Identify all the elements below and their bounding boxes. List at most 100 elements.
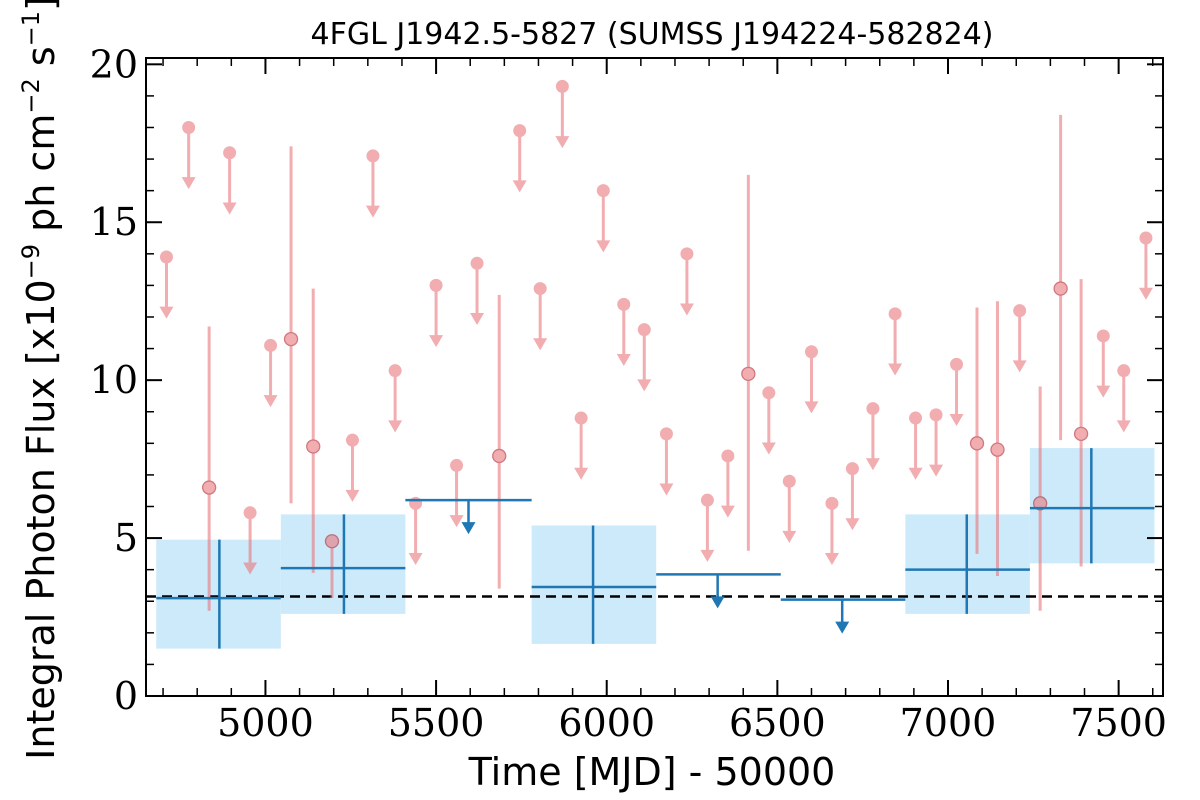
fine-ul-point [574, 411, 588, 425]
fine-ul-point [429, 278, 443, 292]
fine-ul-point [513, 124, 527, 138]
fine-ul-point [366, 149, 380, 163]
fine-upper-limit [637, 323, 652, 392]
fine-upper-limit [574, 411, 589, 480]
fine-detection [969, 307, 985, 554]
fine-upper-limit [761, 386, 776, 455]
tick-labels: 5000 5500 6000 6500 7000 7500 0 5 10 15 20 [90, 42, 1167, 745]
coarse-ul-arrow [710, 596, 725, 609]
fine-point [201, 480, 217, 495]
coarse-bin-points [156, 448, 1155, 649]
fine-ul-arrow [555, 136, 570, 149]
fine-upper-limit [470, 256, 485, 325]
fine-upper-limit [782, 474, 797, 543]
fine-ul-arrow [263, 395, 278, 408]
fine-upper-limit [429, 278, 444, 348]
fine-detection [492, 294, 507, 589]
fine-ul-point [950, 357, 964, 371]
fine-ul-point [804, 345, 818, 359]
y-label-exp2: −2 [17, 78, 45, 113]
fine-ul-point [223, 146, 237, 160]
fine-ul-point [845, 462, 859, 476]
fine-bin-points [159, 79, 1153, 611]
fine-ul-point [700, 493, 714, 507]
coarse-bands [156, 448, 1155, 649]
fine-upper-limit [1138, 231, 1153, 300]
x-axis-label: Time [MJD] - 50000 [468, 750, 836, 794]
fine-ul-arrow [1012, 360, 1027, 373]
y-label-exp3: −1 [17, 11, 45, 46]
fine-upper-limit [181, 120, 196, 190]
fine-ul-arrow [761, 442, 776, 455]
fine-upper-limit [804, 345, 819, 414]
fine-ul-arrow [533, 338, 548, 351]
fine-upper-limit [720, 449, 735, 518]
fine-upper-limit [888, 307, 903, 376]
fine-ul-arrow [388, 420, 403, 433]
fine-ul-arrow [470, 312, 485, 325]
fine-ul-point [555, 79, 569, 93]
y-tick-label: 15 [90, 200, 138, 244]
y-label-exp1: −9 [17, 244, 45, 279]
fine-ul-arrow [865, 458, 880, 471]
fine-ul-point [762, 386, 776, 400]
chart-title: 4FGL J1942.5-5827 (SUMSS J194224-582824) [311, 17, 994, 52]
fine-ul-arrow [429, 335, 444, 348]
fine-detection [1053, 114, 1068, 441]
fine-upper-limit [408, 496, 423, 566]
fine-upper-limit [159, 250, 174, 319]
plot-frame [145, 57, 1164, 697]
fine-detection [1032, 386, 1048, 611]
x-tick-label: 5500 [388, 701, 485, 745]
fine-point [324, 534, 340, 549]
fine-ul-point [929, 408, 943, 422]
fine-ul-point [345, 433, 359, 447]
fine-ul-arrow [720, 505, 735, 518]
fine-ul-arrow [222, 202, 237, 215]
fine-upper-limit [845, 462, 860, 531]
y-tick-label: 20 [90, 42, 138, 86]
fine-upper-limit [449, 458, 464, 528]
coarse-ul-arrow [461, 522, 476, 535]
fine-upper-limit [512, 124, 527, 193]
y-label-mid2: s [19, 46, 63, 78]
fine-ul-point [450, 458, 464, 472]
fine-upper-limit [865, 402, 880, 471]
y-tick-label: 10 [90, 358, 138, 402]
fine-ul-arrow [637, 379, 652, 392]
fine-point [1073, 426, 1089, 442]
fine-upper-limit [345, 433, 360, 502]
fine-ul-arrow [181, 177, 196, 190]
fine-ul-arrow [616, 354, 631, 367]
axis-ticks [146, 58, 1163, 697]
fine-upper-limit [243, 506, 258, 575]
fine-ul-point [888, 307, 902, 321]
fine-ul-arrow [700, 549, 715, 562]
fine-detection [283, 146, 299, 504]
fine-ul-arrow [1096, 385, 1111, 398]
fine-ul-arrow [449, 515, 464, 528]
fine-upper-limit [365, 149, 380, 218]
fine-ul-point [533, 282, 547, 296]
fine-upper-limit [949, 357, 964, 427]
fine-ul-arrow [574, 467, 589, 480]
fine-ul-point [182, 120, 196, 134]
fine-ul-arrow [243, 562, 258, 575]
fine-upper-limit [700, 493, 715, 562]
fine-ul-point [721, 449, 735, 463]
fine-upper-limit [1116, 364, 1131, 433]
fine-ul-arrow [159, 306, 174, 319]
x-tick-label: 7000 [900, 701, 997, 745]
fine-ul-point [680, 247, 694, 261]
fine-ul-arrow [845, 518, 860, 531]
fine-detection [201, 326, 217, 611]
fine-ul-point [617, 297, 631, 311]
fine-ul-arrow [824, 553, 839, 566]
fine-ul-point [782, 474, 796, 488]
fine-upper-limit [533, 282, 548, 351]
y-axis-label: Integral Photon Flux [x10−9 ph cm−2 s−1] [17, 0, 63, 760]
x-tick-label: 6500 [729, 701, 826, 745]
fine-detection [1073, 279, 1089, 567]
fine-ul-point [659, 427, 673, 441]
